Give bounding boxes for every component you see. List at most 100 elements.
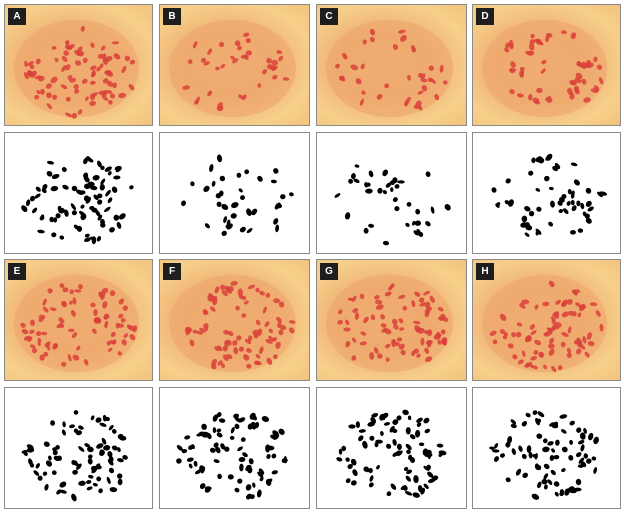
chromosome [250,421,257,430]
chromosome [23,72,29,80]
micrograph-image [481,19,608,118]
chromosome [224,446,230,452]
chromosome [351,480,357,486]
chromosome [238,294,244,299]
chromosome [50,185,59,192]
chromosome [569,92,575,100]
chromosome-drawing [21,156,134,245]
chromosome [219,175,226,182]
chromosome [65,64,71,71]
chromosome [392,439,397,446]
chromosome [82,78,88,84]
chromosome [89,80,96,85]
chromosome [203,61,210,66]
chromosome [542,301,550,307]
chromosome [203,309,207,315]
chromosome [369,475,374,482]
chromosome [220,63,226,69]
chromosome [352,469,358,477]
chromosome [40,88,45,95]
chromosome [100,165,105,171]
chromosome [524,206,531,212]
micrograph-image [326,274,453,373]
chromosome [368,468,373,474]
chromosome [427,451,432,460]
chromosome [585,217,592,224]
chromosome [561,332,569,337]
chromosome [199,327,207,333]
chromosome [73,224,79,230]
chromosome [380,314,386,320]
chromosome [598,77,604,85]
chromosome [521,421,527,427]
chromosome [238,346,244,352]
cell [481,274,608,373]
chromosome [243,354,250,361]
chromosome [261,416,270,422]
chromosome [214,286,220,294]
chromosome [542,446,550,453]
chromosome [72,354,80,361]
chromosome [99,63,104,69]
chromosome [221,204,229,210]
chromosome [50,420,56,426]
chromosome [508,199,514,207]
chromosome [507,435,513,444]
chromosome [100,292,106,301]
chromosome [520,222,528,228]
chromosome [424,347,430,354]
chromosome [51,45,57,50]
chromosome [443,317,449,323]
chromosome [271,470,278,475]
chromosome [258,468,265,475]
chromosome [90,71,96,78]
chromosome [129,59,136,65]
chromosome [561,311,569,318]
chromosome [538,40,544,46]
micrograph-panel: C [316,4,467,126]
chromosome [549,337,555,344]
chromosome [489,330,497,336]
chromosome [221,230,227,237]
chromosome [360,331,367,336]
chromosome [428,65,434,71]
chromosome [46,170,53,177]
chromosome [554,311,560,319]
chromosome [74,60,82,66]
chromosome [118,213,126,220]
chromosome [528,43,535,51]
chromosome [525,224,533,231]
chromosome [97,53,105,59]
chromosome [82,57,88,64]
chromosome [245,464,252,471]
chromosome [557,200,563,206]
chromosome [259,476,264,482]
chromosome [107,197,113,204]
chromosome [596,64,603,70]
chromosome-drawing-panel [316,132,467,254]
chromosome [43,441,50,447]
chromosome [21,449,28,454]
chromosome [273,168,279,174]
chromosome [77,109,83,115]
chromosome [425,171,431,177]
chromosome-drawing [176,412,288,500]
chromosome [107,451,113,458]
chromosome [212,298,218,306]
chromosome [60,84,68,90]
chromosome [384,83,390,89]
chromosome [57,205,62,212]
chromosome [103,445,111,451]
chromosome [599,323,604,332]
chromosome [546,97,553,104]
chromosome [334,193,341,198]
chromosome [78,446,85,452]
chromosome [521,215,528,223]
chromosome [493,456,500,462]
chromosome [396,337,403,342]
chromosome [404,491,413,496]
chromosome [531,157,536,164]
chromosome [218,418,226,423]
chromosome [65,96,71,102]
chromosome [507,343,514,349]
